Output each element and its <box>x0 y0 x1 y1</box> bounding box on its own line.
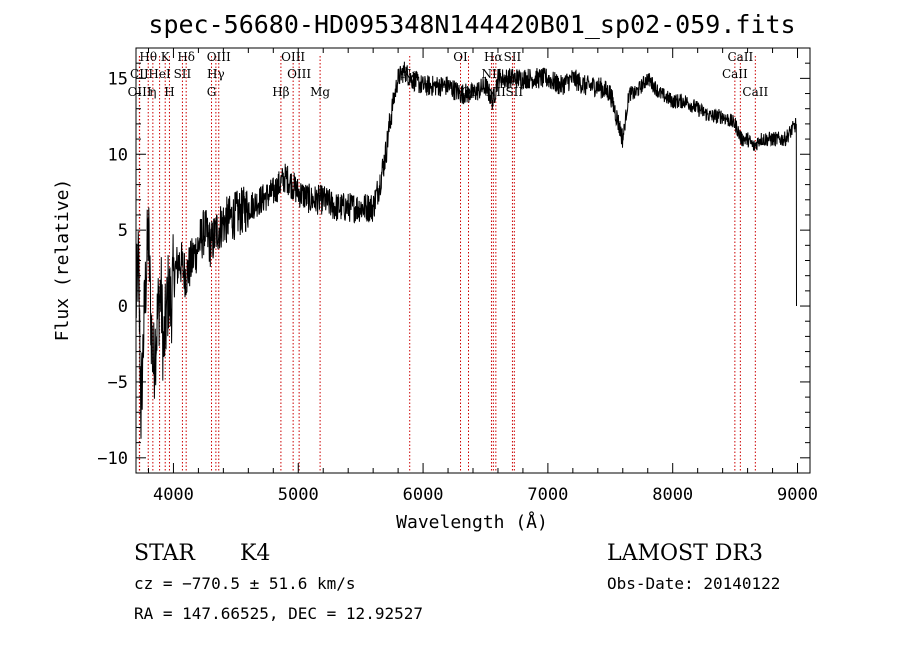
observation-date: Obs-Date: 20140122 <box>607 574 780 593</box>
y-tick-label: 10 <box>108 145 128 165</box>
y-tick-label: −10 <box>97 449 128 469</box>
line-marker-label: OI <box>453 50 468 64</box>
line-marker-label: Hδ <box>177 50 195 64</box>
x-tick-label: 9000 <box>777 485 818 505</box>
line-marker-label: Mg <box>310 85 330 99</box>
survey-name: LAMOST DR3 <box>607 541 763 566</box>
y-tick-label: 0 <box>118 297 128 317</box>
line-marker-label: OIII <box>128 85 152 99</box>
spectrum-line <box>135 61 797 439</box>
line-marker-label: OIII <box>287 67 311 81</box>
x-tick-label: 8000 <box>652 485 693 505</box>
line-marker-label: SII <box>174 67 192 81</box>
line-marker-label: Hα <box>484 50 503 64</box>
x-axis-label: Wavelength (Å) <box>396 511 548 533</box>
line-marker-label: Hθ <box>139 50 157 64</box>
line-marker-label: HeI <box>148 67 171 81</box>
line-marker-label: η <box>149 85 156 99</box>
plot-frame <box>135 47 811 474</box>
line-marker-label: OIII <box>281 50 305 64</box>
line-marker-label: CaII <box>727 50 753 64</box>
line-marker-label: SII <box>504 50 522 64</box>
line-marker-label: K <box>161 50 171 64</box>
y-tick-label: 15 <box>108 69 128 89</box>
x-tick-label: 5000 <box>278 485 319 505</box>
y-tick-label: −5 <box>108 373 128 393</box>
redshift-velocity: cz = −770.5 ± 51.6 km/s <box>134 574 356 593</box>
line-marker-label: NII <box>481 67 501 81</box>
line-marker-label: Hβ <box>272 85 289 99</box>
x-axis-ticks: 4000 5000 6000 7000 8000 9000 <box>147 48 818 505</box>
line-marker-label: SII <box>505 85 523 99</box>
line-marker-label: H <box>164 85 174 99</box>
object-subclass: K4 <box>240 541 270 566</box>
y-axis-ticks: −10 −5 0 5 10 15 <box>97 47 810 474</box>
line-marker-label: CII <box>130 67 149 81</box>
coordinates: RA = 147.66525, DEC = 12.92527 <box>134 604 423 623</box>
x-tick-label: 7000 <box>527 485 568 505</box>
chart-title: spec-56680-HD095348N144420B01_sp02-059.f… <box>148 10 795 39</box>
line-marker-label: OIII <box>207 50 231 64</box>
line-markers <box>138 56 756 473</box>
x-tick-label: 6000 <box>403 485 444 505</box>
line-marker-label: G <box>207 85 217 99</box>
line-marker-label: CaII <box>722 67 748 81</box>
object-class: STAR <box>134 541 196 566</box>
y-tick-label: 5 <box>118 221 128 241</box>
line-marker-label: Hγ <box>207 67 225 81</box>
line-marker-label: CaII <box>742 85 768 99</box>
y-axis-label: Flux (relative) <box>52 179 73 342</box>
x-tick-label: 4000 <box>153 485 194 505</box>
